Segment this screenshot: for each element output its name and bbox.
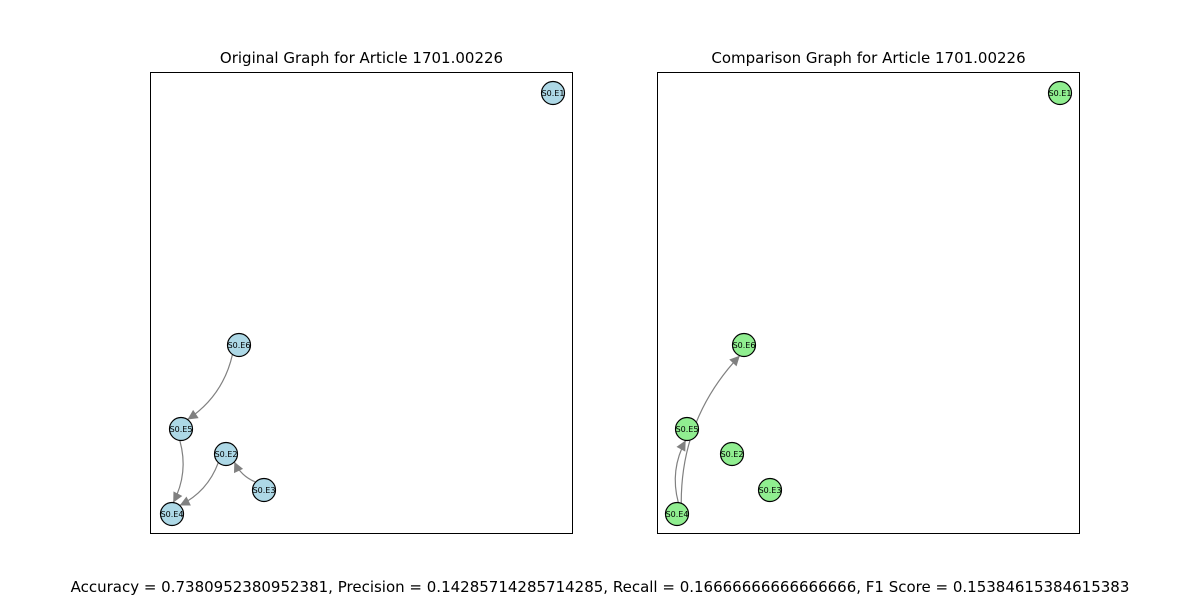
metrics-caption: Accuracy = 0.7380952380952381, Precision… xyxy=(70,578,1130,596)
node-circle xyxy=(719,441,745,467)
node-circle xyxy=(159,501,185,527)
node-label: S0.E2 xyxy=(215,450,238,459)
original-node-S0.E2: S0.E2 xyxy=(213,441,239,467)
original-node-S0.E3: S0.E3 xyxy=(251,477,277,503)
node-label: S0.E1 xyxy=(1049,89,1072,98)
comparison-node-S0.E5: S0.E5 xyxy=(674,416,700,442)
node-circle xyxy=(1047,80,1073,106)
original-node-S0.E1: S0.E1 xyxy=(540,80,566,106)
original-edge-S0.E6-to-S0.E5 xyxy=(187,354,234,421)
node-circle xyxy=(226,332,252,358)
original-graph-panel: S0.E1 S0.E6 S0.E5 S0.E2 S0.E3 S0.E4 xyxy=(150,72,573,534)
node-label: S0.E6 xyxy=(228,341,251,350)
node-label: S0.E1 xyxy=(542,89,565,98)
original-arrowhead-S0.E2-to-S0.E4 xyxy=(179,496,191,506)
original-node-S0.E4: S0.E4 xyxy=(159,501,185,527)
original-graph-title: Original Graph for Article 1701.00226 xyxy=(219,49,504,67)
node-circle xyxy=(731,332,757,358)
comparison-graph-title: Comparison Graph for Article 1701.00226 xyxy=(711,49,1026,67)
original-graph-canvas: S0.E1 S0.E6 S0.E5 S0.E2 S0.E3 S0.E4 xyxy=(159,80,566,527)
original-arrowhead-S0.E3-to-S0.E2 xyxy=(233,461,244,474)
node-circle xyxy=(168,416,194,442)
comparison-arrowhead-S0.E4-to-S0.E5 xyxy=(676,440,686,452)
node-label: S0.E6 xyxy=(733,341,756,350)
node-circle xyxy=(757,477,783,503)
node-circle xyxy=(213,441,239,467)
original-arrowhead-S0.E6-to-S0.E5 xyxy=(187,409,199,420)
node-label: S0.E4 xyxy=(666,510,689,519)
node-circle xyxy=(674,416,700,442)
comparison-node-S0.E3: S0.E3 xyxy=(757,477,783,503)
original-node-S0.E6: S0.E6 xyxy=(226,332,252,358)
comparison-graph-panel: S0.E1 S0.E6 S0.E5 S0.E2 S0.E3 S0.E4 xyxy=(657,72,1080,534)
node-circle xyxy=(540,80,566,106)
node-circle xyxy=(251,477,277,503)
comparison-graph-canvas: S0.E1 S0.E6 S0.E5 S0.E2 S0.E3 S0.E4 xyxy=(664,80,1073,527)
node-label: S0.E4 xyxy=(161,510,184,519)
comparison-node-S0.E1: S0.E1 xyxy=(1047,80,1073,106)
comparison-node-S0.E4: S0.E4 xyxy=(664,501,690,527)
node-circle xyxy=(664,501,690,527)
node-label: S0.E5 xyxy=(170,425,193,434)
comparison-node-S0.E2: S0.E2 xyxy=(719,441,745,467)
comparison-node-S0.E6: S0.E6 xyxy=(731,332,757,358)
comparison-arrowhead-S0.E4-to-S0.E6 xyxy=(729,355,740,367)
node-label: S0.E5 xyxy=(676,425,699,434)
original-arrowhead-S0.E5-to-S0.E4 xyxy=(173,491,183,503)
original-node-S0.E5: S0.E5 xyxy=(168,416,194,442)
node-label: S0.E3 xyxy=(253,486,276,495)
node-label: S0.E2 xyxy=(721,450,744,459)
node-label: S0.E3 xyxy=(759,486,782,495)
